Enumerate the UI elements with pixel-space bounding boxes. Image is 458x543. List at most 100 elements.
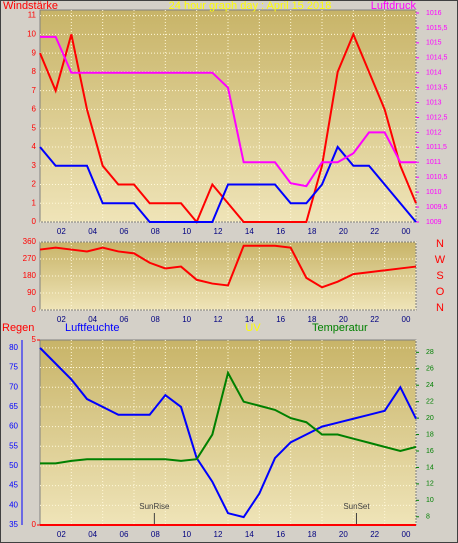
y-tick-label: 90 <box>27 288 36 297</box>
compass-label: O <box>436 286 445 298</box>
y2-tick-label: 1010 <box>426 189 442 196</box>
series-line <box>39 145 417 223</box>
y2-tick-label: 1009,5 <box>426 204 448 211</box>
series-line <box>40 35 416 188</box>
y2-tick-label: 1015 <box>426 40 442 47</box>
y2-tick-label: 1016 <box>426 10 442 17</box>
y2-tick-label: 1014,5 <box>426 55 448 62</box>
y2-tick-label: 22 <box>426 399 434 406</box>
x-tick-label: 02 <box>57 530 66 539</box>
x-tick-label: 00 <box>402 315 411 324</box>
x-tick-label: 14 <box>245 530 254 539</box>
series-line <box>39 31 417 224</box>
y2-tick-label: 28 <box>426 349 434 356</box>
y-tick-label: 60 <box>9 422 18 431</box>
panel-label: Temperatur <box>312 322 368 334</box>
panel-label: Luftdruck <box>371 0 417 12</box>
y2-tick-label: 1010,5 <box>426 174 448 181</box>
y2-tick-label: 8 <box>426 514 430 521</box>
y2-tick-label: 14 <box>426 464 434 471</box>
x-tick-label: 14 <box>245 227 254 236</box>
x-tick-label: 08 <box>151 315 160 324</box>
x-tick-label: 12 <box>214 315 223 324</box>
compass-label: S <box>436 270 443 282</box>
y3-tick-label: 0 <box>32 520 37 529</box>
x-tick-label: 20 <box>339 530 348 539</box>
y2-tick-label: 1012 <box>426 129 442 136</box>
x-tick-label: 04 <box>88 530 97 539</box>
x-tick-label: 18 <box>308 315 317 324</box>
y2-tick-label: 18 <box>426 431 434 438</box>
y-tick-label: 8 <box>32 67 37 76</box>
y-tick-label: 10 <box>27 29 36 38</box>
y-tick-label: 40 <box>9 500 18 509</box>
y-tick-label: 360 <box>23 237 37 246</box>
x-tick-label: 00 <box>402 530 411 539</box>
y2-tick-label: 10 <box>426 497 434 504</box>
y-tick-label: 55 <box>9 441 18 450</box>
x-tick-label: 10 <box>182 227 191 236</box>
y2-tick-label: 1013 <box>426 99 442 106</box>
y2-tick-label: 1012,5 <box>426 114 448 121</box>
x-tick-label: 16 <box>276 315 285 324</box>
x-tick-label: 22 <box>370 315 379 324</box>
y-tick-label: 50 <box>9 461 18 470</box>
y2-tick-label: 12 <box>426 481 434 488</box>
y2-tick-label: 1015,5 <box>426 25 448 32</box>
panel-label: Windstärke <box>3 0 58 12</box>
y-tick-label: 6 <box>32 105 37 114</box>
y-tick-label: 3 <box>32 161 37 170</box>
x-tick-label: 22 <box>370 227 379 236</box>
y3-tick-label: 5 <box>32 335 37 344</box>
y-tick-label: 65 <box>9 402 18 411</box>
y2-tick-label: 20 <box>426 415 434 422</box>
x-tick-label: 20 <box>339 315 348 324</box>
y-tick-label: 4 <box>32 142 37 151</box>
x-tick-label: 06 <box>120 315 129 324</box>
x-tick-label: 22 <box>370 530 379 539</box>
y-tick-label: 11 <box>28 11 37 20</box>
panel-label: 24 hour graph day : April 15 2018 <box>169 0 332 12</box>
x-tick-label: 04 <box>88 227 97 236</box>
series-line <box>40 370 417 465</box>
annotation: SunSet <box>343 502 370 511</box>
y-tick-label: 80 <box>9 343 18 352</box>
y-tick-label: 0 <box>32 305 37 314</box>
panel-label: UV <box>245 322 261 334</box>
y2-tick-label: 1014 <box>426 70 442 77</box>
x-tick-label: 10 <box>182 530 191 539</box>
y-tick-label: 75 <box>9 363 18 372</box>
y2-tick-label: 1013,5 <box>426 84 448 91</box>
y-tick-label: 2 <box>32 180 37 189</box>
y-tick-label: 45 <box>9 481 18 490</box>
y2-tick-label: 16 <box>426 448 434 455</box>
annotation: SunRise <box>139 502 170 511</box>
compass-label: N <box>436 302 444 314</box>
y-tick-label: 7 <box>32 86 37 95</box>
compass-label: N <box>436 238 444 250</box>
y-tick-label: 270 <box>23 254 37 263</box>
y-tick-label: 5 <box>32 123 37 132</box>
x-tick-label: 04 <box>88 315 97 324</box>
x-tick-label: 16 <box>276 530 285 539</box>
y-tick-label: 70 <box>9 382 18 391</box>
y2-tick-label: 1011,5 <box>426 144 447 151</box>
x-tick-label: 12 <box>214 227 223 236</box>
y-tick-label: 35 <box>9 520 18 529</box>
x-tick-label: 06 <box>120 227 129 236</box>
series-line <box>39 244 417 289</box>
x-tick-label: 02 <box>57 227 66 236</box>
y2-tick-label: 24 <box>426 382 434 389</box>
y-tick-label: 9 <box>32 48 37 57</box>
x-tick-label: 00 <box>402 227 411 236</box>
y2-tick-label: 1011 <box>426 159 441 166</box>
y-tick-label: 1 <box>32 198 37 207</box>
x-tick-label: 10 <box>182 315 191 324</box>
x-tick-label: 02 <box>57 315 66 324</box>
y2-tick-label: 1009 <box>426 219 442 226</box>
panel-label: Luftfeuchte <box>65 322 119 334</box>
panel-label: Regen <box>2 322 34 334</box>
x-tick-label: 08 <box>151 227 160 236</box>
x-tick-label: 14 <box>245 315 254 324</box>
